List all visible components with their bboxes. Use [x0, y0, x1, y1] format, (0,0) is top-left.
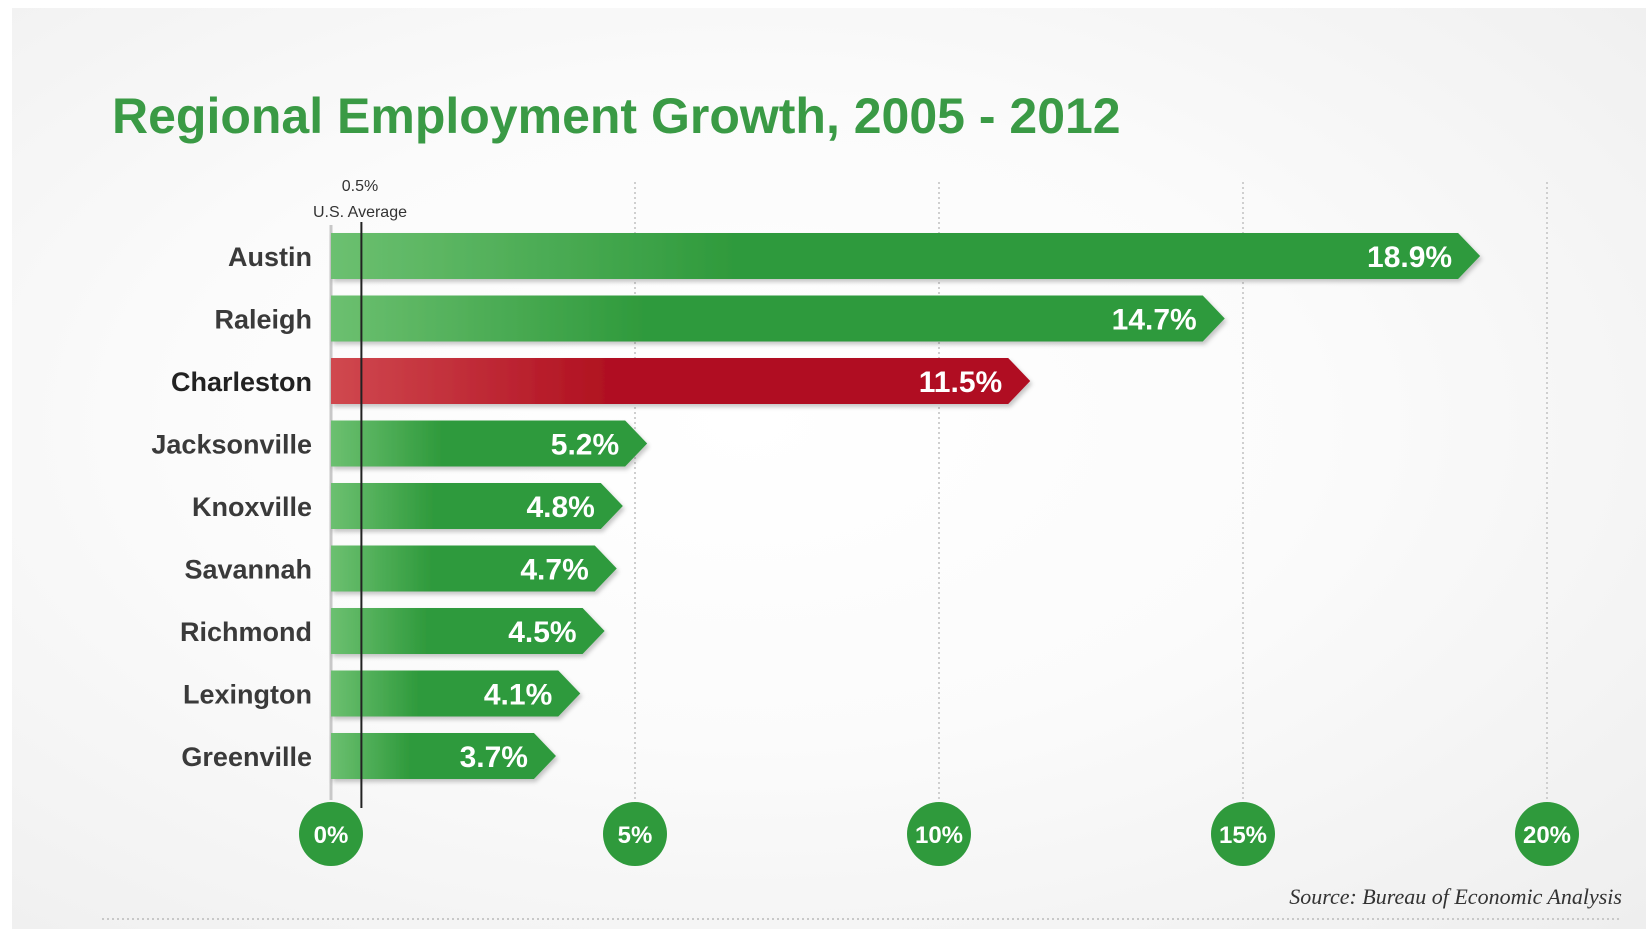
tick-circle: [1211, 802, 1275, 866]
bar: [331, 233, 1481, 279]
category-label: Savannah: [184, 555, 312, 585]
bar-value-label: 4.5%: [508, 616, 576, 649]
bar-value-label: 4.1%: [484, 679, 552, 712]
x-axis-ticks: 0% 5% 10% 15% 20%: [299, 802, 1579, 866]
chart-title: Regional Employment Growth, 2005 - 2012: [112, 88, 1121, 144]
bar-value-label: 11.5%: [919, 366, 1002, 399]
bar-value-label: 3.7%: [460, 741, 528, 774]
bar: [331, 670, 581, 717]
category-label: Lexington: [183, 680, 312, 710]
category-label: Knoxville: [192, 492, 312, 522]
category-label: Charleston: [171, 367, 312, 397]
bar: [331, 420, 648, 467]
us-average-reference: 0.5% U.S. Average: [313, 178, 407, 808]
bar: [331, 483, 623, 529]
x-tick-label: 0%: [314, 822, 349, 849]
bars: Austin 18.9% Raleigh 14.7% Charleston 11.5% Ja…: [151, 233, 1481, 779]
tick-circle: [1515, 802, 1579, 866]
bar-value-label: 4.8%: [526, 491, 594, 524]
category-label: Raleigh: [214, 305, 312, 335]
bar: [331, 545, 617, 592]
bar-value-label: 4.7%: [520, 554, 588, 587]
x-tick-label: 15%: [1219, 822, 1267, 849]
source-note: Source: Bureau of Economic Analysis: [1289, 884, 1622, 909]
category-label: Richmond: [180, 617, 312, 647]
tick-circle: [603, 802, 667, 866]
x-tick-label: 5%: [618, 822, 653, 849]
category-label: Jacksonville: [151, 430, 312, 460]
bar: [331, 295, 1225, 342]
bar-value-label: 18.9%: [1367, 241, 1452, 274]
chart-background: [12, 8, 1646, 929]
tick-circle: [299, 802, 363, 866]
bar-value-label: 14.7%: [1112, 304, 1197, 337]
category-label: Austin: [228, 242, 312, 272]
x-tick-label: 20%: [1523, 822, 1571, 849]
bar: [331, 608, 605, 654]
category-label: Greenville: [181, 742, 312, 772]
x-tick-label: 10%: [915, 822, 963, 849]
reference-label: U.S. Average: [313, 204, 407, 221]
tick-circle: [907, 802, 971, 866]
bar: [331, 733, 556, 779]
bar-highlight: [331, 358, 1031, 404]
reference-value-label: 0.5%: [342, 178, 378, 195]
bar-value-label: 5.2%: [551, 429, 619, 462]
